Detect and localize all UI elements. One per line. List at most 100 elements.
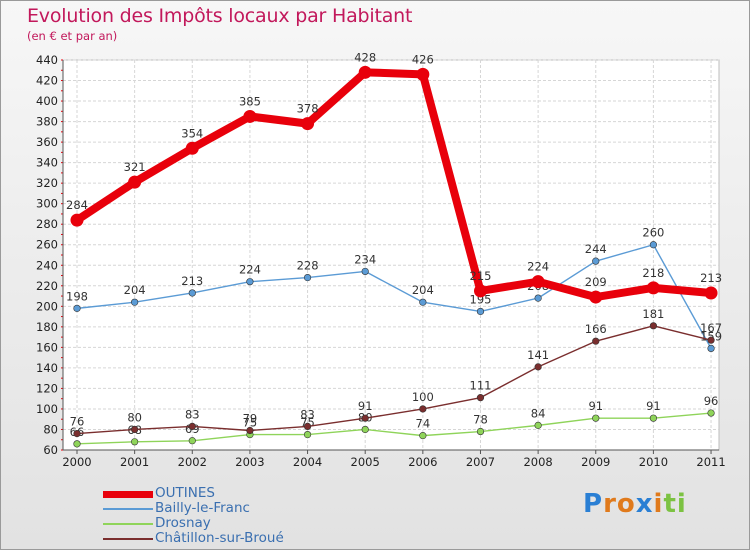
series-line — [73, 68, 716, 302]
x-tick-label: 2007 — [466, 455, 495, 469]
data-label: 100 — [412, 390, 434, 404]
data-point — [476, 307, 485, 316]
data-label: 218 — [642, 266, 664, 280]
y-tick-label: 380 — [36, 115, 58, 129]
data-label: 321 — [124, 160, 146, 174]
x-tick-label: 2001 — [120, 455, 149, 469]
logo-letter: x — [635, 489, 654, 519]
legend-label: Bailly-le-Franc — [155, 500, 250, 516]
data-point — [646, 281, 660, 295]
y-tick-label: 320 — [36, 176, 58, 190]
data-label: 91 — [646, 399, 661, 413]
x-tick-label: 2004 — [293, 455, 322, 469]
data-label: 260 — [642, 226, 664, 240]
data-point — [592, 414, 600, 422]
data-point — [243, 109, 257, 123]
data-label: 83 — [300, 407, 315, 421]
data-point — [361, 414, 369, 422]
data-point — [73, 429, 81, 438]
legend-swatch — [103, 538, 153, 540]
data-point — [704, 286, 718, 300]
logo-letter: i — [653, 489, 664, 519]
data-label: 195 — [470, 292, 492, 306]
x-tick-label: 2011 — [696, 455, 725, 469]
y-tick-label: 200 — [36, 299, 58, 313]
data-point — [534, 363, 542, 371]
data-point — [73, 440, 81, 448]
x-tick-label: 2005 — [351, 455, 380, 469]
y-tick-label: 360 — [36, 135, 58, 149]
data-point — [419, 298, 427, 306]
data-label: 213 — [181, 274, 203, 288]
data-point — [419, 405, 427, 413]
data-point — [649, 241, 658, 249]
series-line — [76, 244, 712, 350]
data-point — [416, 67, 430, 81]
data-point — [246, 278, 254, 286]
data-point — [128, 175, 142, 189]
data-point — [419, 432, 427, 440]
data-point — [131, 425, 139, 434]
data-label: 198 — [66, 289, 88, 303]
data-label: 284 — [66, 198, 88, 212]
data-point — [358, 65, 372, 79]
data-point — [131, 438, 139, 446]
data-label: 83 — [185, 407, 200, 421]
y-tick-label: 280 — [36, 217, 58, 231]
series-line — [76, 325, 712, 435]
y-tick-label: 180 — [36, 320, 58, 334]
data-point — [246, 426, 254, 435]
data-point — [592, 337, 600, 345]
data-point — [303, 273, 312, 282]
legend-label: OUTINES — [155, 485, 215, 501]
data-label: 141 — [527, 348, 549, 362]
data-label: 75 — [243, 416, 258, 430]
x-tick-label: 2009 — [581, 455, 610, 469]
data-label: 96 — [704, 394, 719, 408]
logo-letter: P — [583, 489, 604, 519]
data-point — [534, 421, 542, 429]
x-tick-label: 2000 — [62, 455, 91, 469]
data-label: 204 — [124, 283, 146, 297]
data-point — [589, 290, 603, 304]
y-tick-label: 240 — [36, 258, 58, 272]
x-tick-label: 2003 — [235, 455, 264, 469]
data-point — [303, 422, 312, 430]
data-point — [303, 431, 312, 439]
data-label: 354 — [181, 126, 203, 140]
logo-letter: o — [616, 489, 636, 519]
y-tick-label: 400 — [36, 94, 58, 108]
data-point — [70, 213, 84, 227]
data-label: 91 — [358, 399, 373, 413]
data-label: 181 — [642, 307, 664, 321]
logo-letter: i — [676, 489, 687, 519]
legend-swatch — [103, 508, 153, 510]
data-label: 244 — [585, 242, 607, 256]
data-label: 209 — [585, 275, 607, 289]
data-point — [592, 257, 600, 265]
legend-swatch — [103, 490, 153, 498]
y-tick-label: 60 — [43, 443, 58, 457]
legend-label: Châtillon-sur-Broué — [155, 530, 284, 546]
data-point — [188, 422, 196, 430]
data-label: 224 — [239, 263, 261, 277]
data-point — [131, 298, 139, 306]
y-tick-label: 100 — [36, 402, 58, 416]
y-tick-label: 120 — [36, 381, 58, 395]
data-point — [534, 294, 542, 302]
legend-swatch — [103, 523, 153, 525]
y-tick-label: 140 — [36, 361, 58, 375]
data-label: 224 — [527, 260, 549, 274]
data-point — [476, 427, 485, 436]
data-label: 74 — [416, 417, 431, 431]
data-point — [301, 117, 315, 131]
data-label: 167 — [700, 321, 722, 335]
data-label: 426 — [412, 52, 434, 66]
y-tick-label: 340 — [36, 156, 58, 170]
data-label: 159 — [700, 329, 722, 343]
data-label: 213 — [700, 271, 722, 285]
data-label: 428 — [354, 50, 376, 64]
data-point — [188, 437, 196, 445]
data-label: 204 — [412, 283, 434, 297]
